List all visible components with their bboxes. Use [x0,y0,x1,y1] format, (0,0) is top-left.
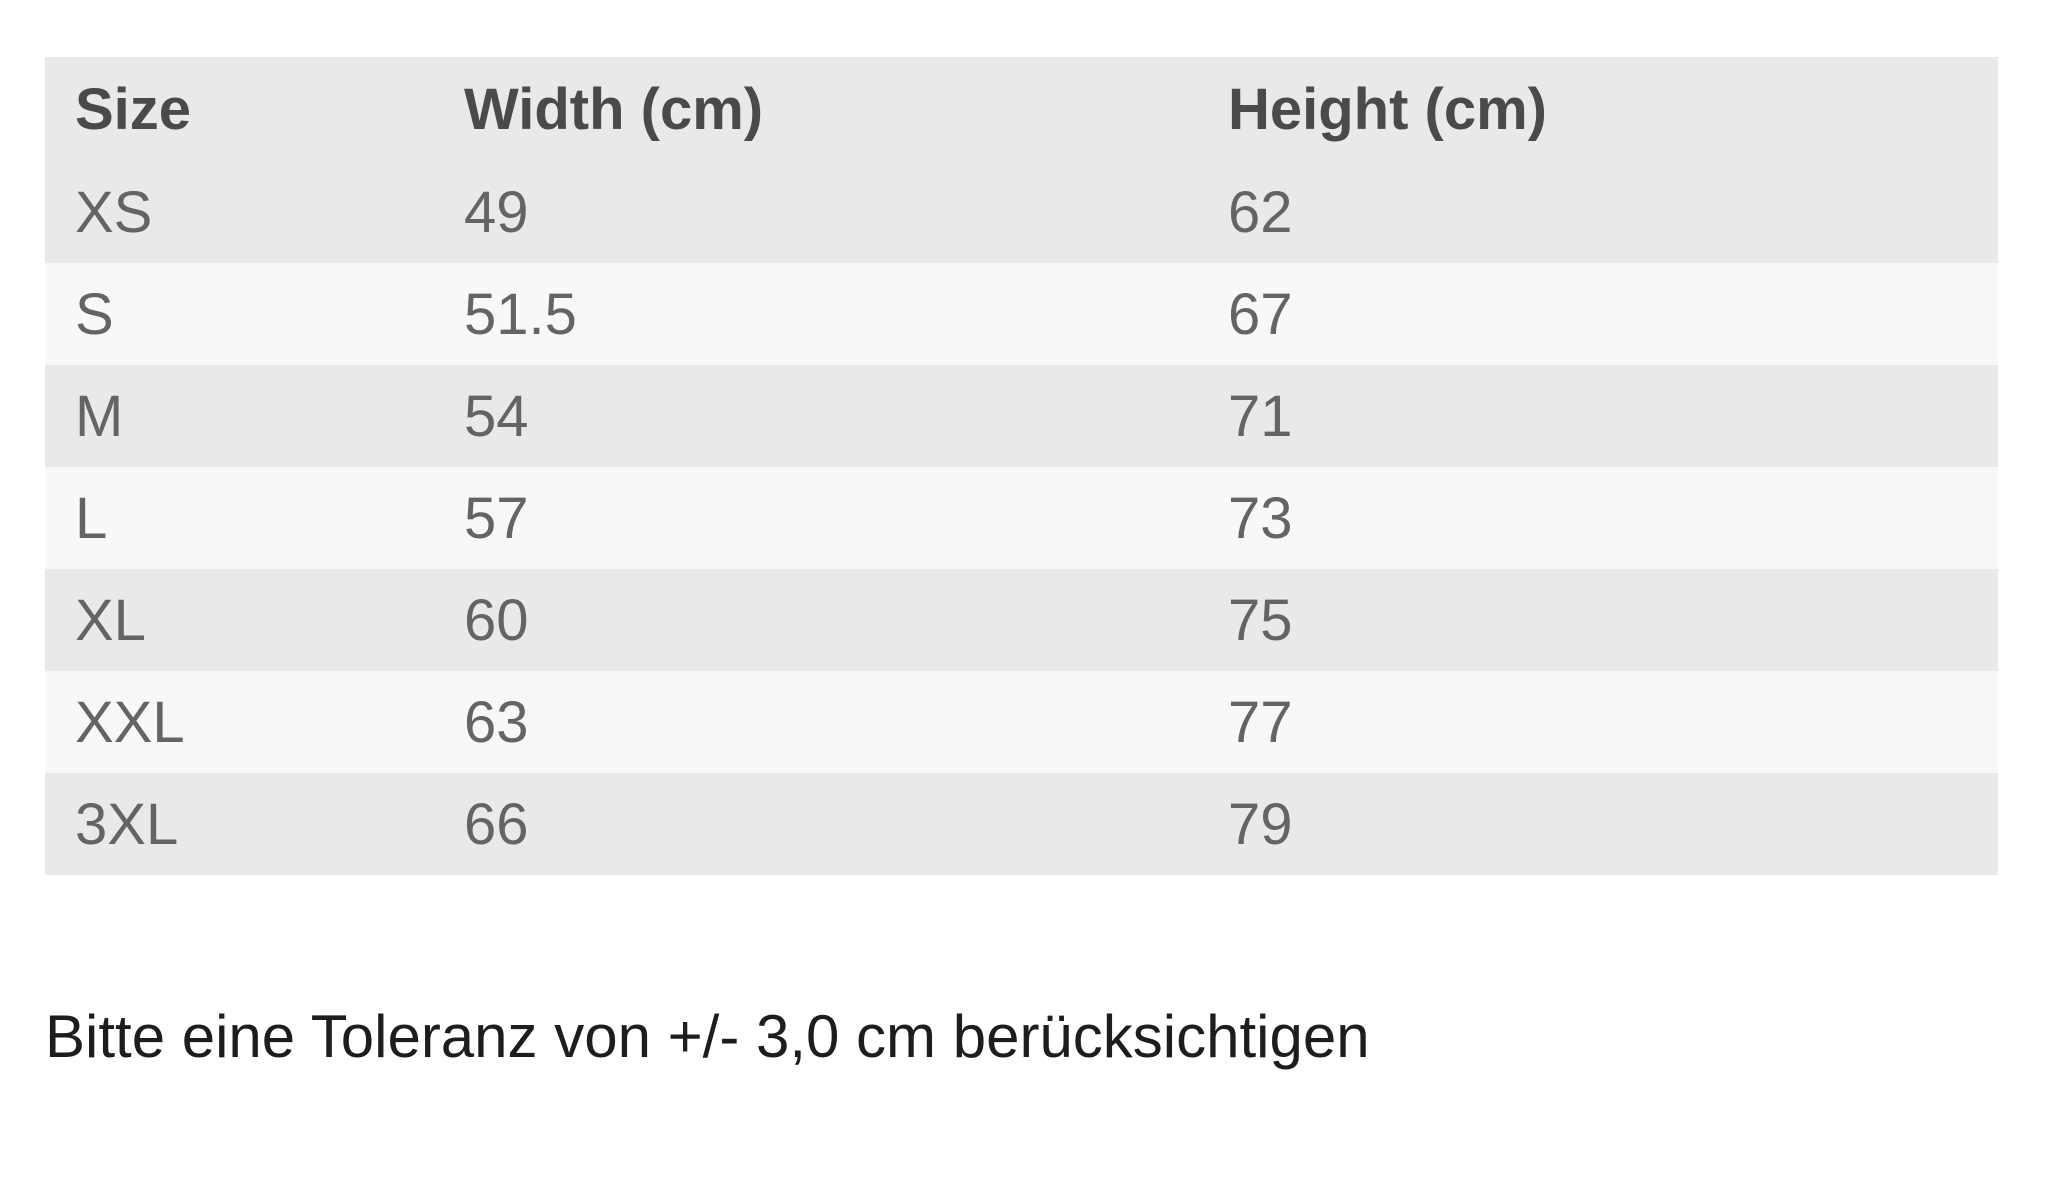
cell-size: L [45,467,434,569]
cell-height: 75 [1198,569,1998,671]
size-chart-table: Size Width (cm) Height (cm) XS 49 62 S 5… [45,57,1998,875]
cell-width: 49 [434,161,1198,263]
cell-height: 62 [1198,161,1998,263]
table-row: S 51.5 67 [45,263,1998,365]
table-row: XL 60 75 [45,569,1998,671]
cell-width: 60 [434,569,1198,671]
size-chart-body: XS 49 62 S 51.5 67 M 54 71 L [45,161,1998,875]
table-row: XXL 63 77 [45,671,1998,773]
tolerance-note: Bitte eine Toleranz von +/- 3,0 cm berüc… [45,1003,1370,1070]
cell-height: 79 [1198,773,1998,875]
cell-width: 66 [434,773,1198,875]
cell-size: XL [45,569,434,671]
cell-size: S [45,263,434,365]
table-row: 3XL 66 79 [45,773,1998,875]
cell-width: 57 [434,467,1198,569]
table-row: XS 49 62 [45,161,1998,263]
column-header-size: Size [45,57,434,161]
cell-width: 63 [434,671,1198,773]
table-row: M 54 71 [45,365,1998,467]
cell-size: 3XL [45,773,434,875]
cell-size: XS [45,161,434,263]
cell-height: 77 [1198,671,1998,773]
cell-size: M [45,365,434,467]
header-row: Size Width (cm) Height (cm) [45,57,1998,161]
cell-width: 51.5 [434,263,1198,365]
column-header-width: Width (cm) [434,57,1198,161]
cell-height: 71 [1198,365,1998,467]
column-header-height: Height (cm) [1198,57,1998,161]
cell-width: 54 [434,365,1198,467]
cell-height: 73 [1198,467,1998,569]
cell-size: XXL [45,671,434,773]
size-chart-header: Size Width (cm) Height (cm) [45,57,1998,161]
cell-height: 67 [1198,263,1998,365]
table-row: L 57 73 [45,467,1998,569]
